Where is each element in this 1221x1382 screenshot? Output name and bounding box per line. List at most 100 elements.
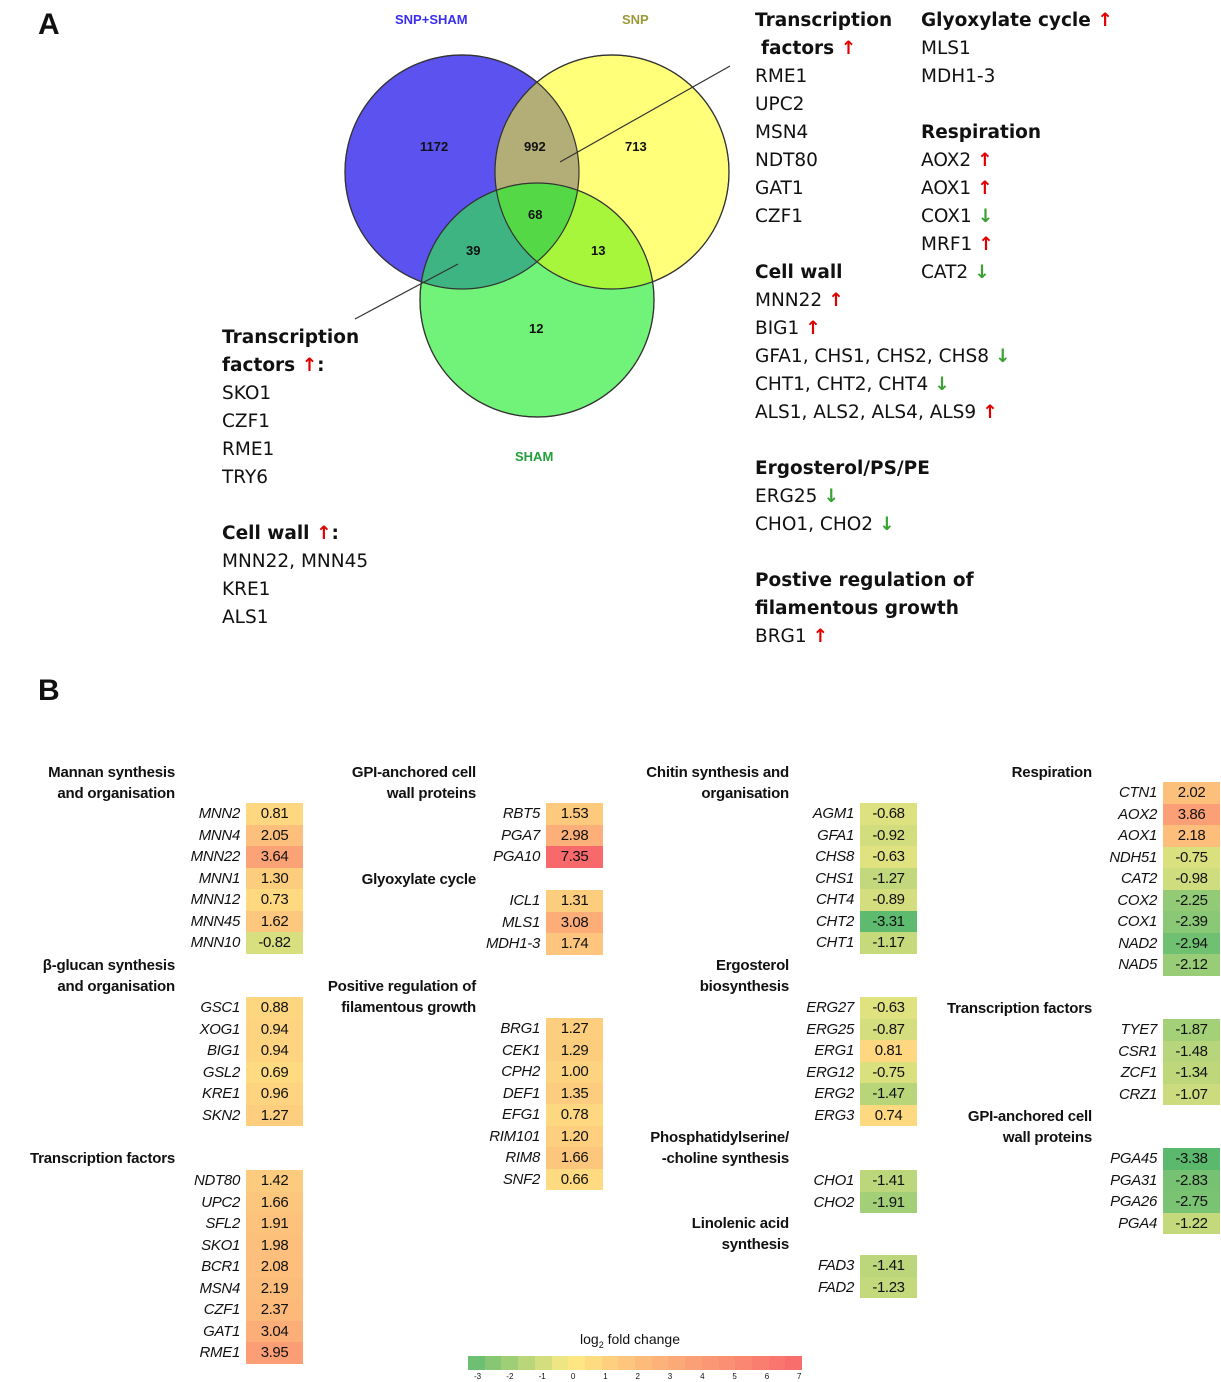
heatmap-row: MNN4 2.05 — [63, 824, 303, 846]
gene-label: MNN4 — [198, 826, 241, 844]
heatmap-cell: 1.30 — [246, 867, 303, 889]
legend-swatch — [635, 1356, 652, 1370]
gene-label: ERG12 — [806, 1063, 854, 1081]
venn-diagram — [344, 54, 731, 418]
legend-swatch — [534, 1356, 552, 1370]
gene-label: BIG1 — [207, 1042, 240, 1059]
heatmap-group-title: GPI-anchored cell wall proteins — [967, 1108, 1092, 1146]
heatmap-cell: -0.63 — [860, 997, 917, 1019]
heatmap-row: NAD5 -2.12 — [980, 954, 1220, 976]
up-arrow-icon: ↑ — [805, 318, 821, 339]
heatmap-cell: 0.74 — [860, 1104, 917, 1126]
venn-region-snp-sham-and-sham — [420, 183, 579, 289]
heatmap-row: CHT4 -0.89 — [677, 889, 917, 911]
heatmap-row: CHS1 -1.27 — [677, 867, 917, 889]
gene-label: CZF1 — [203, 1301, 241, 1318]
venn-count-sham-only: 12 — [529, 321, 544, 336]
heatmap-row: CZF1 2.37 — [63, 1299, 303, 1321]
gene-label: ERG2 — [814, 1085, 854, 1102]
venn-count-all: 68 — [528, 207, 543, 222]
heatmap-cell: 1.62 — [246, 910, 303, 932]
gene-label: EFG1 — [502, 1106, 540, 1123]
heatmap-ergo: ERG27 -0.63 ERG25 -0.87 ERG1 0.81 ERG12 -0.75 ER… — [677, 997, 917, 1126]
heatmap-cell: 2.37 — [246, 1299, 303, 1321]
heatmap-group-title: Ergosterol biosynthesis — [699, 957, 789, 995]
annotation-item: CAT2 ↓ — [921, 262, 990, 283]
legend-swatch — [701, 1356, 719, 1370]
gene-label: CAT2 — [1120, 870, 1157, 887]
heatmap-cell: 2.02 — [1163, 782, 1220, 804]
legend-swatch — [685, 1356, 702, 1370]
heatmap-row: SKN2 1.27 — [63, 1104, 303, 1126]
venn-count-snp-sham-snp: 992 — [524, 139, 546, 154]
down-arrow-icon: ↓ — [823, 486, 839, 507]
gene-label: NAD5 — [1118, 956, 1157, 973]
heatmap-cell: 1.66 — [246, 1191, 303, 1213]
legend-tick-label: 1 — [603, 1372, 608, 1381]
venn-label-sham: SHAM — [515, 449, 554, 464]
gene-label: TYE7 — [1120, 1021, 1158, 1038]
up-arrow-icon: ↑ — [812, 626, 829, 647]
legend-tick-label: 7 — [797, 1372, 802, 1381]
gene-label: RIM101 — [489, 1127, 540, 1145]
heatmap-row: RIM8 1.66 — [363, 1147, 603, 1169]
heatmap-row: COX1 -2.39 — [980, 911, 1220, 933]
heatmap-cell: -1.17 — [860, 932, 917, 954]
heatmap-row: RME1 3.95 — [63, 1342, 303, 1364]
gene-label: CHO2 — [813, 1193, 855, 1211]
venn-count-snp-only: 713 — [625, 139, 647, 154]
venn-count-snp-sham-sham: 39 — [466, 243, 481, 258]
gene-label: PGA4 — [1118, 1214, 1157, 1232]
heatmap-cell: 1.27 — [546, 1018, 603, 1040]
legend-swatch — [651, 1356, 669, 1370]
heatmap-cell: 0.81 — [246, 803, 303, 825]
legend-title: log2 fold change — [580, 1331, 680, 1350]
heatmap-row: MSN4 2.19 — [63, 1277, 303, 1299]
heatmap-cell: 1.35 — [546, 1082, 603, 1104]
heatmap-cell: 2.98 — [546, 824, 603, 846]
heatmap-cell: 0.69 — [246, 1061, 303, 1083]
heatmap-row: CHO2 -1.91 — [677, 1191, 917, 1213]
heatmap-row: FAD3 -1.41 — [677, 1255, 917, 1277]
heatmap-row: PGA45 -3.38 — [980, 1148, 1220, 1170]
heatmap-row: PGA7 2.98 — [363, 824, 603, 846]
heatmap-row: CSR1 -1.48 — [980, 1040, 1220, 1062]
heatmap-group-title: GPI-anchored cell wall proteins — [351, 764, 476, 802]
heatmap-cell: 0.78 — [546, 1104, 603, 1126]
heatmap-cell: -0.87 — [860, 1018, 917, 1040]
heatmap-glucan: GSC1 0.88 XOG1 0.94 BIG1 0.94 GSL2 0.69 KRE1 0.96… — [63, 997, 303, 1126]
gene-label: NDH51 — [1109, 848, 1157, 866]
heatmap-row: AOX1 2.18 — [980, 825, 1220, 847]
down-arrow-icon: ↓ — [977, 206, 994, 227]
heatmap-cell: -3.38 — [1163, 1148, 1220, 1170]
up-arrow-icon: ↑ — [977, 178, 993, 199]
heatmap-row: ERG27 -0.63 — [677, 997, 917, 1019]
heatmap-row: CHT2 -3.31 — [677, 910, 917, 932]
heatmap-row: ZCF1 -1.34 — [980, 1062, 1220, 1084]
heatmap-row: GSL2 0.69 — [63, 1061, 303, 1083]
heatmap-cell: 3.64 — [246, 846, 303, 868]
heatmap-cell: 3.86 — [1163, 803, 1220, 825]
panel-a-label: A — [38, 8, 60, 41]
legend-swatch — [551, 1356, 569, 1370]
legend-tick-label: 2 — [635, 1372, 640, 1381]
heatmap-mannan: MNN2 0.81 MNN4 2.05 MNN22 3.64 MNN1 1.30 MNN12 0.… — [63, 803, 303, 954]
gene-label: NDT80 — [193, 1172, 240, 1189]
heatmap-row: UPC2 1.66 — [63, 1191, 303, 1213]
legend-swatch — [718, 1356, 736, 1370]
heatmap-row: ICL1 1.31 — [363, 890, 603, 912]
left-annotation: Transcription factors ↑: SKO1 CZF1 RME1 … — [222, 324, 368, 632]
gene-label: XOG1 — [199, 1020, 241, 1038]
heatmap-cell: 2.19 — [246, 1277, 303, 1299]
legend-tick-label: 0 — [570, 1372, 576, 1381]
gene-label: CPH2 — [501, 1063, 540, 1080]
heatmap-cell: -2.83 — [1163, 1169, 1220, 1191]
heatmap-cell: 2.08 — [246, 1256, 303, 1278]
annotation-item: AOX1 ↑ — [921, 178, 993, 199]
legend-swatch — [601, 1356, 619, 1370]
gene-label: UPC2 — [201, 1193, 240, 1211]
gene-label: ERG27 — [806, 999, 854, 1016]
heatmap-filam: BRG1 1.27 CEK1 1.29 CPH2 1.00 DEF1 1.35 EFG1 0.78… — [363, 1018, 603, 1190]
legend-swatch — [518, 1356, 535, 1370]
heatmap-row: PGA4 -1.22 — [980, 1212, 1220, 1234]
